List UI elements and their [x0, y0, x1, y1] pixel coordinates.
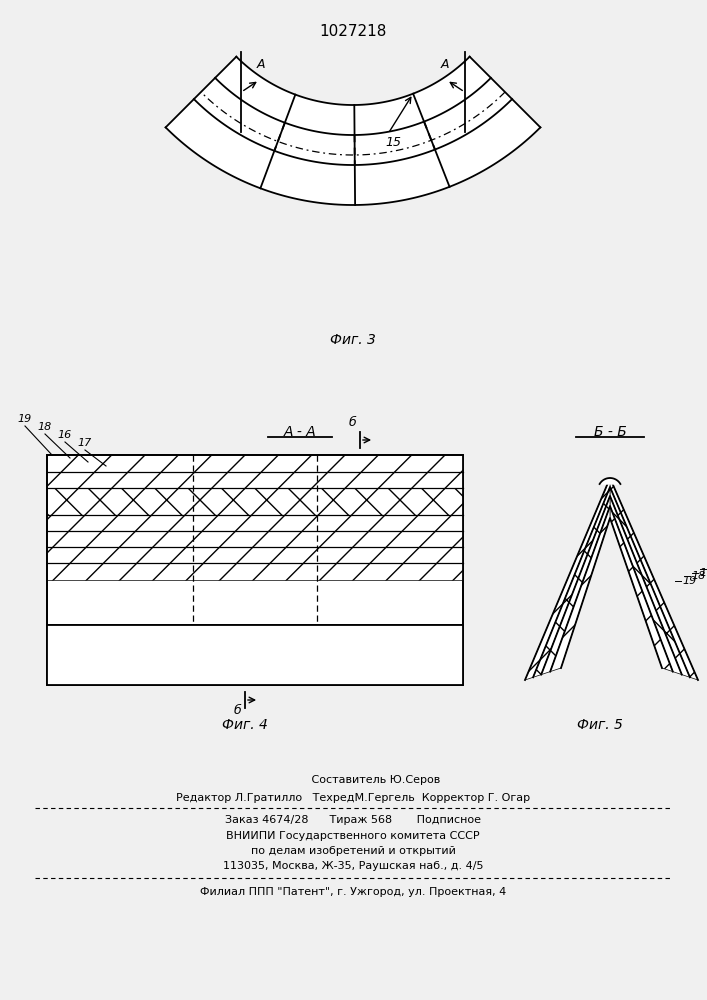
Text: 113035, Москва, Ж-35, Раушская наб., д. 4/5: 113035, Москва, Ж-35, Раушская наб., д. … — [223, 861, 484, 871]
Text: 16: 16 — [57, 430, 71, 440]
Text: ВНИИПИ Государственного комитета СССР: ВНИИПИ Государственного комитета СССР — [226, 831, 480, 841]
Text: 18: 18 — [37, 422, 51, 432]
Polygon shape — [610, 496, 682, 675]
Bar — [47, 455, 463, 685]
Text: по делам изобретений и открытий: по делам изобретений и открытий — [250, 846, 455, 856]
Text: 18: 18 — [692, 571, 706, 581]
Bar — [47, 515, 463, 531]
Text: 19: 19 — [17, 414, 31, 424]
Text: б: б — [233, 704, 241, 717]
Polygon shape — [541, 496, 610, 675]
Text: A: A — [440, 58, 449, 71]
Bar — [47, 547, 463, 563]
Polygon shape — [610, 487, 690, 677]
Bar — [47, 625, 463, 685]
Text: 15: 15 — [385, 136, 401, 149]
Text: б: б — [348, 416, 356, 429]
Bar — [47, 472, 463, 488]
Text: Филиал ППП "Патент", г. Ужгород, ул. Проектная, 4: Филиал ППП "Патент", г. Ужгород, ул. Про… — [200, 887, 506, 897]
Bar — [47, 455, 463, 625]
Polygon shape — [610, 506, 673, 672]
Text: Б - Б: Б - Б — [594, 425, 626, 439]
Polygon shape — [550, 506, 610, 672]
Text: 17: 17 — [77, 438, 91, 448]
Bar — [47, 488, 463, 515]
Polygon shape — [525, 478, 610, 680]
Text: Редактор Л.Гратилло   ТехредМ.Гергель  Корректор Г. Огар: Редактор Л.Гратилло ТехредМ.Гергель Корр… — [176, 793, 530, 803]
Bar — [47, 563, 463, 580]
Text: Фиг. 3: Фиг. 3 — [330, 333, 376, 347]
Bar — [47, 531, 463, 547]
Polygon shape — [610, 478, 698, 680]
Text: A - A: A - A — [284, 425, 316, 439]
Text: Составитель Ю.Серов: Составитель Ю.Серов — [266, 775, 440, 785]
Text: 19: 19 — [683, 576, 697, 586]
Text: Фиг. 5: Фиг. 5 — [577, 718, 623, 732]
Polygon shape — [533, 487, 610, 677]
Text: Заказ 4674/28      Тираж 568       Подписное: Заказ 4674/28 Тираж 568 Подписное — [225, 815, 481, 825]
Bar — [47, 455, 463, 472]
Polygon shape — [600, 478, 620, 484]
Text: Фиг. 4: Фиг. 4 — [222, 718, 268, 732]
Text: 1027218: 1027218 — [320, 24, 387, 39]
Text: 17: 17 — [700, 568, 707, 578]
Text: A: A — [257, 58, 266, 71]
Polygon shape — [165, 57, 540, 205]
